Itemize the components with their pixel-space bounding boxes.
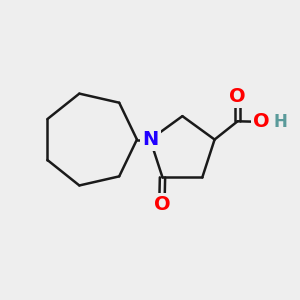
Text: H: H bbox=[273, 113, 287, 131]
Text: O: O bbox=[154, 195, 170, 214]
Text: O: O bbox=[254, 112, 270, 131]
Text: O: O bbox=[229, 87, 246, 106]
Text: N: N bbox=[142, 130, 158, 149]
